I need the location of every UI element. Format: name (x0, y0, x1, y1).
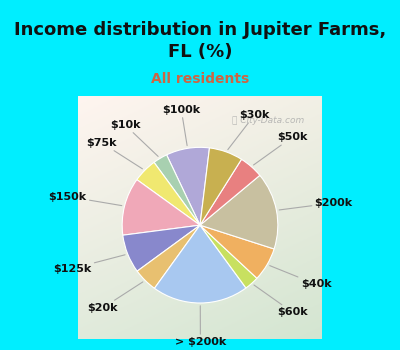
Wedge shape (123, 225, 200, 271)
Text: ⓘ City-Data.com: ⓘ City-Data.com (232, 116, 304, 125)
Text: $50k: $50k (254, 132, 307, 165)
Wedge shape (122, 180, 200, 235)
Wedge shape (200, 159, 260, 225)
Wedge shape (137, 225, 200, 288)
Text: > $200k: > $200k (175, 306, 226, 347)
Wedge shape (200, 225, 257, 288)
Text: All residents: All residents (151, 72, 249, 86)
Text: $100k: $100k (162, 105, 200, 146)
Wedge shape (200, 175, 278, 249)
Wedge shape (167, 147, 210, 225)
Wedge shape (154, 225, 246, 303)
Wedge shape (137, 162, 200, 225)
Text: $60k: $60k (254, 285, 308, 317)
Wedge shape (200, 148, 242, 225)
Text: $20k: $20k (87, 282, 143, 313)
Text: $10k: $10k (110, 120, 158, 156)
Wedge shape (154, 155, 200, 225)
Text: $40k: $40k (270, 266, 331, 289)
Text: $125k: $125k (53, 255, 125, 274)
Wedge shape (200, 225, 274, 278)
Text: Income distribution in Jupiter Farms,
FL (%): Income distribution in Jupiter Farms, FL… (14, 21, 386, 61)
Text: $150k: $150k (49, 191, 122, 205)
Text: $30k: $30k (228, 110, 270, 150)
Text: $200k: $200k (279, 198, 353, 210)
Text: $75k: $75k (87, 138, 142, 169)
